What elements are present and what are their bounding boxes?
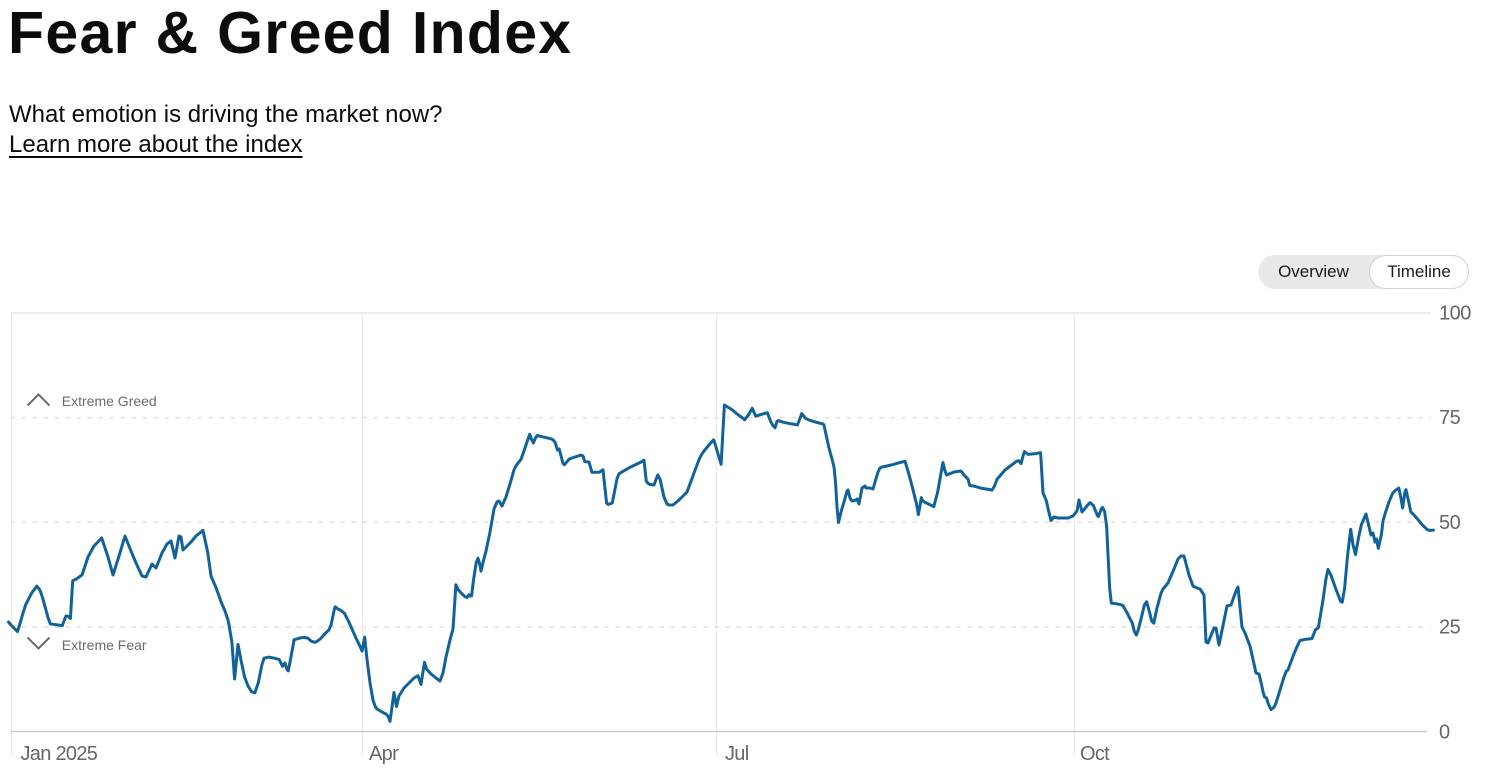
- svg-text:100: 100: [1439, 303, 1471, 325]
- svg-text:50: 50: [1439, 512, 1461, 534]
- svg-text:Apr: Apr: [369, 743, 399, 765]
- svg-text:Jul: Jul: [725, 743, 749, 765]
- svg-text:Extreme Fear: Extreme Fear: [62, 637, 147, 653]
- svg-text:Extreme Greed: Extreme Greed: [62, 393, 157, 409]
- svg-text:Jan 2025: Jan 2025: [21, 743, 98, 765]
- svg-text:75: 75: [1439, 407, 1461, 429]
- svg-text:Oct: Oct: [1080, 743, 1110, 765]
- svg-text:25: 25: [1439, 617, 1461, 639]
- svg-text:0: 0: [1439, 722, 1450, 744]
